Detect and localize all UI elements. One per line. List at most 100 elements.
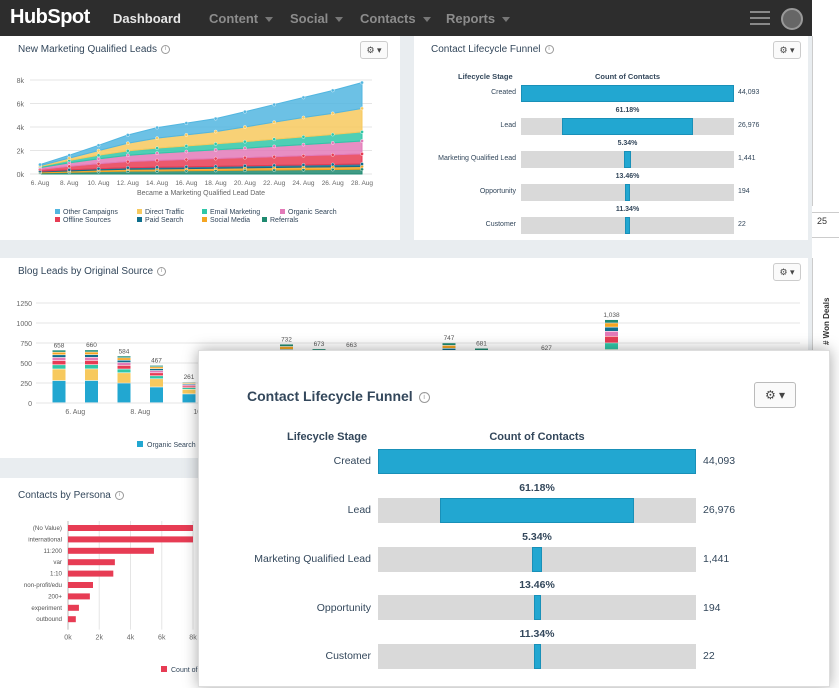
avatar[interactable] bbox=[781, 8, 803, 30]
data-point bbox=[331, 141, 334, 144]
chevron-down-icon bbox=[335, 17, 343, 22]
bar-total-label: 467 bbox=[151, 358, 162, 365]
data-point bbox=[302, 143, 305, 146]
funnel-stage-label: Opportunity bbox=[199, 602, 371, 614]
bar-segment bbox=[280, 347, 293, 349]
nav-content[interactable]: Content bbox=[209, 11, 273, 26]
y-tick-label: var bbox=[53, 559, 62, 566]
x-tick-label: 8. Aug bbox=[130, 409, 150, 416]
legend-swatch bbox=[55, 209, 60, 214]
bar-total-label: 660 bbox=[86, 342, 97, 349]
funnel-bar[interactable] bbox=[625, 217, 630, 234]
bar-segment bbox=[85, 355, 98, 357]
funnel-bar[interactable] bbox=[440, 498, 635, 523]
nav-contacts[interactable]: Contacts bbox=[360, 11, 431, 26]
x-tick-label: 24. Aug bbox=[292, 180, 314, 187]
funnel-bar[interactable] bbox=[534, 595, 541, 620]
bar-segment bbox=[605, 332, 618, 336]
bar-segment bbox=[150, 369, 163, 370]
y-tick-label: 6k bbox=[17, 102, 25, 109]
bar-segment bbox=[118, 358, 131, 360]
nav-reports[interactable]: Reports bbox=[446, 11, 510, 26]
nav-social-label: Social bbox=[290, 11, 328, 26]
data-point bbox=[360, 130, 363, 133]
bar-segment bbox=[53, 358, 66, 361]
x-tick-label: 18. Aug bbox=[205, 180, 227, 187]
data-point bbox=[273, 103, 276, 106]
data-point bbox=[214, 148, 217, 151]
y-tick-label: 250 bbox=[20, 381, 32, 388]
funnel-bar[interactable] bbox=[625, 184, 630, 201]
legend-swatch bbox=[202, 209, 207, 214]
funnel-stage-label: Created bbox=[199, 455, 371, 467]
data-point bbox=[243, 110, 246, 113]
data-point bbox=[155, 166, 158, 169]
legend-swatch bbox=[137, 441, 143, 447]
data-point bbox=[185, 122, 188, 125]
chevron-down-icon bbox=[502, 17, 510, 22]
bar-total-label: 584 bbox=[119, 348, 130, 355]
bar-segment bbox=[443, 346, 456, 348]
funnel-stage-label: Opportunity bbox=[414, 188, 516, 195]
y-tick-label: 2k bbox=[17, 149, 25, 156]
bar-segment bbox=[605, 337, 618, 343]
funnel-stage-label: Lead bbox=[414, 122, 516, 129]
funnel-header-stage: Lifecycle Stage bbox=[458, 72, 513, 81]
legend-swatch bbox=[161, 666, 167, 672]
x-tick-label: 22. Aug bbox=[263, 180, 285, 187]
funnel-bar[interactable] bbox=[562, 118, 692, 135]
funnel-stage-label: Created bbox=[414, 89, 516, 96]
bar-total-label: 681 bbox=[476, 341, 487, 348]
hubspot-logo[interactable]: HubSpot bbox=[10, 6, 90, 29]
bar-segment bbox=[53, 352, 66, 354]
bar-segment bbox=[183, 394, 196, 402]
funnel-bar[interactable] bbox=[624, 151, 631, 168]
nav-dashboard[interactable]: Dashboard bbox=[113, 11, 181, 26]
funnel-header-stage: Lifecycle Stage bbox=[287, 431, 367, 443]
bar-segment bbox=[150, 387, 163, 402]
data-point bbox=[331, 153, 334, 156]
funnel-bar[interactable] bbox=[534, 644, 541, 669]
data-point bbox=[243, 156, 246, 159]
funnel-conversion-label: 13.46% bbox=[378, 579, 696, 591]
persona-bar bbox=[68, 616, 76, 622]
x-tick-label: 6. Aug bbox=[65, 409, 85, 416]
funnel-stage-label: Marketing Qualified Lead bbox=[414, 155, 516, 162]
data-point bbox=[68, 157, 71, 160]
data-point bbox=[185, 165, 188, 168]
funnel-conversion-label: 61.18% bbox=[378, 482, 696, 494]
data-point bbox=[273, 121, 276, 124]
funnel-header-count: Count of Contacts bbox=[521, 72, 734, 81]
funnel-value-label: 1,441 bbox=[703, 553, 729, 565]
funnel-value-label: 26,976 bbox=[703, 504, 735, 516]
bar-segment bbox=[443, 343, 456, 345]
data-point bbox=[97, 144, 100, 147]
funnel-bar[interactable] bbox=[521, 85, 734, 102]
data-point bbox=[214, 130, 217, 133]
data-point bbox=[97, 162, 100, 165]
legend-label: Organic Search bbox=[288, 209, 337, 216]
bar-segment bbox=[118, 356, 131, 357]
persona-bar bbox=[68, 548, 154, 554]
data-point bbox=[185, 150, 188, 153]
chevron-down-icon bbox=[423, 17, 431, 22]
funnel-bar[interactable] bbox=[378, 449, 696, 474]
data-point bbox=[360, 162, 363, 165]
funnel-bar[interactable] bbox=[532, 547, 542, 572]
x-tick-label: 28. Aug bbox=[351, 180, 373, 187]
bar-segment bbox=[53, 369, 66, 380]
x-tick-label: 8k bbox=[189, 635, 197, 642]
bar-segment bbox=[53, 381, 66, 403]
bar-total-label: 747 bbox=[444, 335, 455, 342]
menu-icon[interactable] bbox=[750, 11, 770, 29]
bar-segment bbox=[85, 361, 98, 365]
x-axis-title: Became a Marketing Qualified Lead Date bbox=[137, 190, 265, 197]
x-tick-label: 8. Aug bbox=[60, 180, 79, 187]
funnel-value-label: 1,441 bbox=[738, 155, 756, 162]
nav-social[interactable]: Social bbox=[290, 11, 343, 26]
bar-segment bbox=[183, 386, 196, 387]
data-point bbox=[126, 142, 129, 145]
data-point bbox=[302, 96, 305, 99]
data-point bbox=[214, 165, 217, 168]
